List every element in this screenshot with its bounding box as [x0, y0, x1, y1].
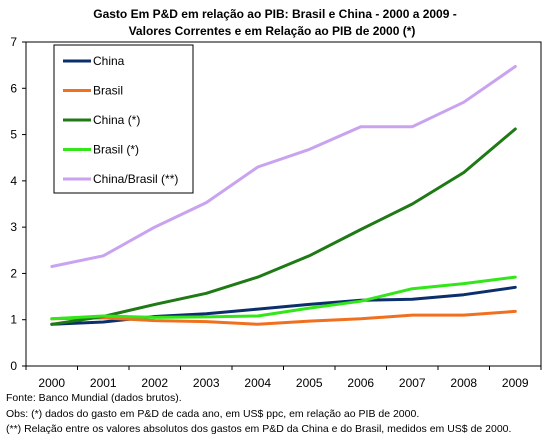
y-tick-label: 2 — [10, 266, 17, 280]
series-line-4 — [50, 275, 517, 321]
y-tick-label: 3 — [10, 220, 17, 234]
legend: China Brasil China (*) Brasil (*) China/Bras… — [53, 44, 194, 194]
x-tick-label: 2002 — [141, 376, 168, 390]
chart-title: Gasto Em P&D em relação ao PIB: Brasil e… — [93, 7, 457, 21]
x-tick-label: 2000 — [38, 376, 65, 390]
series-layer — [50, 65, 517, 326]
y-tick-label: 1 — [10, 313, 17, 327]
x-tick-label: 2006 — [347, 376, 374, 390]
series-line-3 — [50, 127, 517, 326]
y-tick-label: 6 — [10, 81, 17, 95]
ratio-note: (**) Relação entre os valores absolutos … — [6, 423, 512, 435]
y-tick-label: 4 — [10, 174, 17, 188]
series-line-2 — [50, 309, 517, 326]
obs-note: Obs: (*) dados do gasto em P&D de cada a… — [6, 407, 420, 420]
x-tick-label: 2004 — [244, 376, 271, 390]
y-tick-label: 7 — [10, 35, 17, 49]
legend-label: China/Brasil (**) — [93, 172, 178, 186]
y-axis: 0 1 2 3 4 5 6 7 — [10, 35, 26, 373]
x-tick-label: 2008 — [450, 376, 477, 390]
legend-label: China — [93, 54, 125, 68]
legend-label: Brasil — [93, 84, 123, 98]
x-tick-label: 2005 — [296, 376, 323, 390]
x-tick-label: 2003 — [193, 376, 220, 390]
source-note: Fonte: Banco Mundial (dados brutos). — [6, 392, 182, 404]
x-tick-label: 2007 — [399, 376, 426, 390]
y-tick-label: 5 — [10, 128, 17, 142]
chart-notes: Fonte: Banco Mundial (dados brutos). Obs… — [6, 391, 550, 438]
line-chart: Gasto Em P&D em relação ao PIB: Brasil e… — [10, 7, 542, 390]
series-line-5 — [50, 65, 517, 268]
legend-label: China (*) — [93, 113, 140, 127]
chart-subtitle: Valores Correntes e em Relação ao PIB de… — [129, 24, 416, 38]
x-axis: 2000 2001 2002 2003 2004 2005 2006 2007 2008 2009 — [25, 366, 542, 390]
x-tick-label: 2009 — [502, 376, 529, 390]
legend-label: Brasil (*) — [93, 143, 139, 157]
y-tick-label: 0 — [10, 359, 17, 373]
x-tick-label: 2001 — [90, 376, 117, 390]
